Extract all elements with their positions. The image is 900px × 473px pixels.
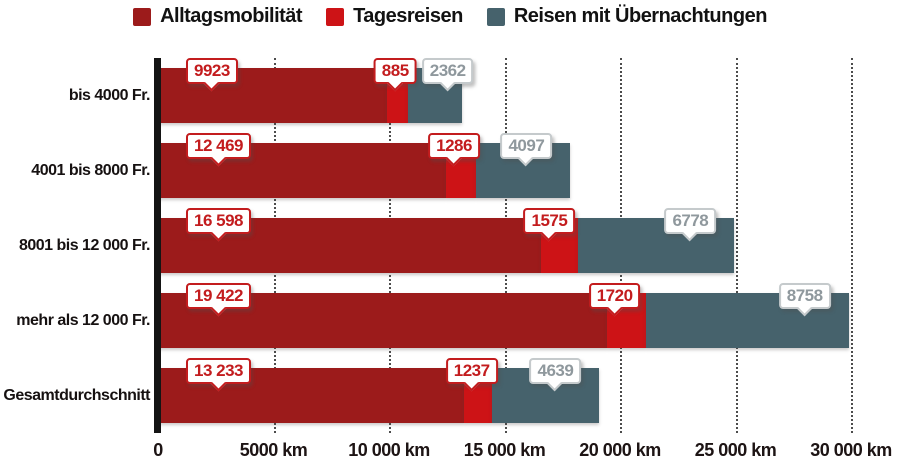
value-bubble-0: 9923 bbox=[186, 58, 238, 84]
value-bubble-2: 4097 bbox=[500, 133, 553, 159]
legend-swatch-icon bbox=[133, 7, 152, 26]
value-bubble-1: 885 bbox=[373, 58, 417, 84]
value-bubble-0: 12 469 bbox=[186, 133, 251, 159]
category-label: Gesamtdurchschnitt bbox=[3, 387, 150, 404]
value-bubble-0: 19 422 bbox=[186, 283, 251, 309]
legend-label: Tagesreisen bbox=[353, 5, 463, 27]
legend-label: Reisen mit Übernachtungen bbox=[513, 5, 768, 27]
value-bubble-2: 6778 bbox=[664, 208, 717, 234]
value-bubble-2: 4639 bbox=[529, 358, 582, 384]
value-bubble-0: 16 598 bbox=[186, 208, 251, 234]
legend-item-1: Tagesreisen bbox=[326, 5, 463, 28]
value-bubble-1: 1237 bbox=[445, 358, 498, 384]
y-axis-line bbox=[154, 58, 161, 433]
x-axis-tick-0: 0 bbox=[153, 440, 163, 460]
category-label: bis 4000 Fr. bbox=[68, 87, 151, 104]
value-bubble-1: 1575 bbox=[523, 208, 576, 234]
x-axis-tick-6: 30 000 km bbox=[810, 440, 892, 460]
legend-item-0: Alltagsmobilität bbox=[133, 5, 303, 28]
category-label: 8001 bis 12 000 Fr. bbox=[18, 237, 151, 254]
x-axis-tick-2: 10 000 km bbox=[348, 440, 430, 460]
category-label: 4001 bis 8000 Fr. bbox=[31, 162, 150, 179]
value-bubble-1: 1720 bbox=[588, 283, 641, 309]
legend: Alltagsmobilität Tagesreisen Reisen mit Üb… bbox=[0, 5, 900, 28]
value-bubble-1: 1286 bbox=[428, 133, 480, 159]
legend-label: Alltagsmobilität bbox=[160, 5, 303, 27]
gridline bbox=[735, 58, 738, 433]
x-axis-tick-5: 25 000 km bbox=[694, 440, 777, 460]
x-axis-tick-3: 15 000 km bbox=[463, 440, 546, 460]
legend-item-2: Reisen mit Übernachtungen bbox=[486, 5, 768, 28]
gridline bbox=[851, 58, 853, 433]
category-label: mehr als 12 000 Fr. bbox=[16, 312, 150, 329]
value-bubble-2: 2362 bbox=[421, 58, 474, 84]
legend-swatch-icon bbox=[326, 7, 345, 26]
x-axis-tick-1: 5000 km bbox=[239, 440, 308, 460]
value-bubble-0: 13 233 bbox=[186, 358, 251, 384]
legend-swatch-icon bbox=[486, 7, 505, 26]
x-axis-tick-4: 20 000 km bbox=[579, 440, 661, 460]
value-bubble-2: 8758 bbox=[778, 283, 831, 309]
